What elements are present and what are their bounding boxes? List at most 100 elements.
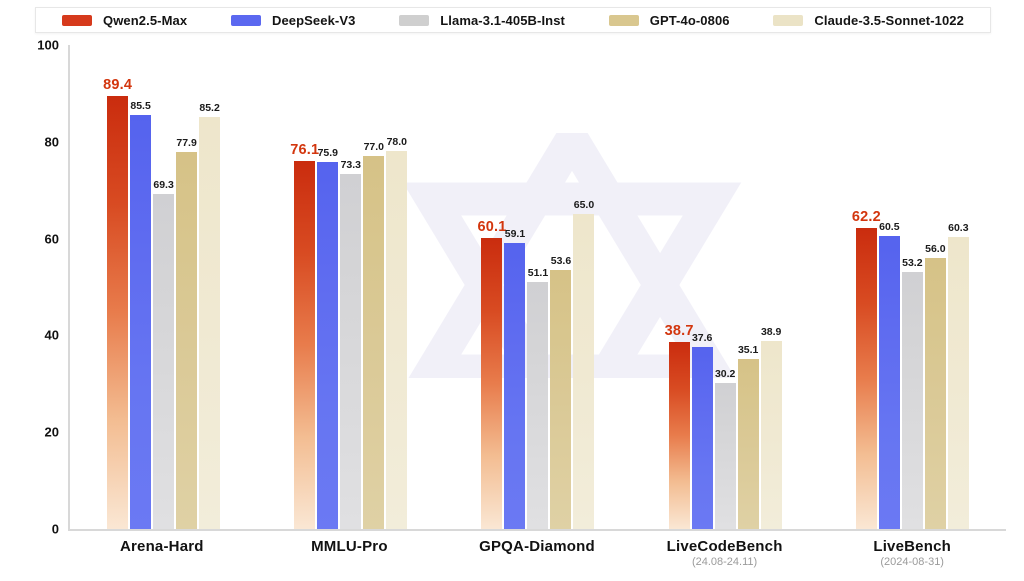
bar-qwen2-5-max: [481, 238, 503, 529]
bar-deepseek-v3: [504, 242, 526, 529]
legend-swatch-icon: [230, 14, 261, 26]
bar-deepseek-v3: [317, 161, 339, 529]
bar-gpt-4o-0806: [924, 257, 946, 529]
x-axis-label-gpqa-diamond: GPQA-Diamond: [457, 538, 617, 568]
bar-value-label: 85.5: [130, 100, 151, 113]
legend-label: GPT-4o-0806: [649, 12, 730, 28]
bar-llama-3-1-405b-inst: [340, 174, 362, 529]
bar-value-label: 89.4: [103, 77, 133, 94]
bar-claude-3-5-sonnet-1022: [573, 214, 595, 529]
bar-column: 77.9: [176, 45, 198, 529]
bar-column: 73.3: [340, 45, 362, 529]
legend-swatch-icon: [62, 14, 92, 26]
bar-value-label: 53.2: [902, 256, 923, 269]
x-axis-label-livebench: LiveBench (2024-08-31): [832, 538, 992, 568]
y-axis-tick-80: 80: [44, 134, 59, 150]
bar-group-livecodebench: 38.7 37.6 30.2 35.1 38.9: [665, 45, 782, 529]
bar-group-arena-hard: 89.4 85.5 69.3 77.9 85.2: [103, 45, 221, 529]
bar-value-label: 37.6: [691, 332, 713, 345]
bar-column: 59.1: [504, 45, 526, 529]
y-axis-tick-0: 0: [51, 521, 59, 537]
legend-label: Llama-3.1-405B-Inst: [440, 12, 565, 28]
bar-value-label: 69.3: [153, 178, 174, 191]
bar-group-gpqa-diamond: 60.1 59.1 51.1 53.6 65.0: [477, 45, 595, 529]
bar-column: 75.9: [317, 45, 339, 529]
bar-llama-3-1-405b-inst: [153, 193, 175, 529]
bar-value-label: 65.0: [573, 199, 595, 212]
bar-value-label: 85.2: [199, 101, 220, 114]
bar-column: 35.1: [737, 45, 759, 529]
bar-column: 89.4: [103, 45, 132, 529]
y-axis-tick-20: 20: [44, 424, 59, 440]
bar-gpt-4o-0806: [176, 151, 198, 529]
bar-value-label: 77.0: [363, 141, 384, 154]
bar-column: 38.9: [760, 45, 782, 529]
plot-area: 0 20 40 60 80 100 89.4 85.5 69.3 77.9 85.2 76.1 75.9…: [37, 38, 1006, 537]
bar-value-label: 60.5: [879, 221, 900, 234]
bar-qwen2-5-max: [855, 227, 877, 529]
bar-value-label: 60.1: [477, 219, 507, 236]
bar-value-label: 38.7: [664, 322, 694, 339]
bar-column: 69.3: [153, 45, 175, 529]
legend-item-1: DeepSeek-V3: [230, 12, 356, 28]
bar-value-label: 62.2: [851, 208, 881, 225]
x-axis-label-arena-hard: Arena-Hard: [82, 538, 242, 568]
category-label: LiveCodeBench: [666, 538, 783, 555]
bar-gpt-4o-0806: [550, 269, 572, 529]
legend: Qwen2.5-Max DeepSeek-V3 Llama-3.1-405B-Ins…: [35, 7, 991, 33]
bar-column: 51.1: [527, 45, 549, 529]
bar-column: 60.3: [947, 45, 969, 529]
legend-swatch-icon: [399, 14, 430, 26]
bar-claude-3-5-sonnet-1022: [386, 151, 408, 529]
bar-value-label: 76.1: [290, 141, 320, 158]
category-label: Arena-Hard: [119, 538, 204, 555]
bar-deepseek-v3: [878, 236, 900, 529]
legend-swatch-icon: [773, 14, 804, 26]
x-axis-labels: Arena-Hard MMLU-Pro GPQA-Diamond LiveCodeBe…: [68, 538, 1006, 568]
legend-item-0: Qwen2.5-Max: [62, 13, 187, 28]
bar-llama-3-1-405b-inst: [714, 382, 736, 529]
category-label: MMLU-Pro: [311, 538, 388, 555]
bar-column: 37.6: [691, 45, 713, 529]
bar-qwen2-5-max: [668, 341, 690, 529]
y-axis-tick-40: 40: [44, 327, 59, 343]
bar-column: 53.2: [901, 45, 923, 529]
bar-column: 30.2: [714, 45, 736, 529]
bar-llama-3-1-405b-inst: [901, 271, 923, 529]
bar-column: 38.7: [665, 45, 693, 529]
bar-claude-3-5-sonnet-1022: [199, 116, 221, 529]
bar-gpt-4o-0806: [363, 156, 385, 529]
legend-item-3: GPT-4o-0806: [608, 12, 730, 28]
legend-label: DeepSeek-V3: [271, 12, 356, 28]
bar-value-label: 53.6: [550, 254, 572, 267]
legend-swatch-icon: [608, 14, 639, 26]
bar-column: 53.6: [550, 45, 572, 529]
bar-column: 56.0: [924, 45, 946, 529]
category-sublabel: (24.08-24.11): [691, 556, 758, 568]
bar-value-label: 35.1: [737, 344, 759, 357]
bar-group-livebench: 62.2 60.5 53.2 56.0 60.3: [852, 45, 969, 529]
legend-label: Claude-3.5-Sonnet-1022: [814, 12, 964, 28]
legend-item-2: Llama-3.1-405B-Inst: [399, 13, 565, 28]
legend-item-4: Claude-3.5-Sonnet-1022: [773, 13, 964, 28]
legend-label: Qwen2.5-Max: [103, 12, 188, 28]
bar-column: 62.2: [852, 45, 881, 529]
bar-value-label: 73.3: [340, 159, 361, 172]
bar-value-label: 30.2: [714, 367, 736, 380]
bar-deepseek-v3: [130, 115, 152, 529]
bar-qwen2-5-max: [107, 96, 129, 529]
bar-group-mmlu-pro: 76.1 75.9 73.3 77.0 78.0: [290, 45, 408, 529]
bar-claude-3-5-sonnet-1022: [760, 340, 782, 529]
bar-column: 78.0: [386, 45, 408, 529]
bar-value-label: 59.1: [504, 227, 526, 240]
bar-column: 65.0: [573, 45, 595, 529]
bar-gpt-4o-0806: [737, 359, 759, 529]
bar-llama-3-1-405b-inst: [527, 281, 549, 529]
bar-value-label: 75.9: [317, 146, 338, 159]
bar-column: 76.1: [290, 45, 319, 529]
bar-value-label: 38.9: [760, 325, 782, 338]
category-label: LiveBench: [873, 538, 951, 555]
bar-deepseek-v3: [691, 347, 713, 529]
y-axis-tick-100: 100: [37, 37, 59, 53]
